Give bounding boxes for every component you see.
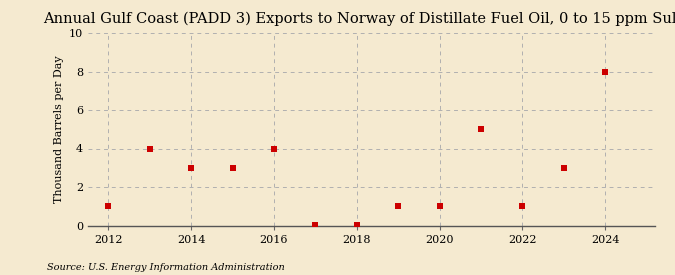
Point	[186, 166, 196, 170]
Point	[144, 146, 155, 151]
Point	[558, 166, 569, 170]
Y-axis label: Thousand Barrels per Day: Thousand Barrels per Day	[55, 56, 65, 203]
Point	[269, 146, 279, 151]
Point	[393, 204, 404, 208]
Point	[103, 204, 114, 208]
Point	[599, 69, 610, 74]
Text: Source: U.S. Energy Information Administration: Source: U.S. Energy Information Administ…	[47, 263, 285, 272]
Point	[475, 127, 486, 131]
Point	[434, 204, 445, 208]
Point	[517, 204, 528, 208]
Title: Annual Gulf Coast (PADD 3) Exports to Norway of Distillate Fuel Oil, 0 to 15 ppm: Annual Gulf Coast (PADD 3) Exports to No…	[44, 12, 675, 26]
Point	[227, 166, 238, 170]
Point	[352, 222, 362, 227]
Point	[310, 222, 321, 227]
